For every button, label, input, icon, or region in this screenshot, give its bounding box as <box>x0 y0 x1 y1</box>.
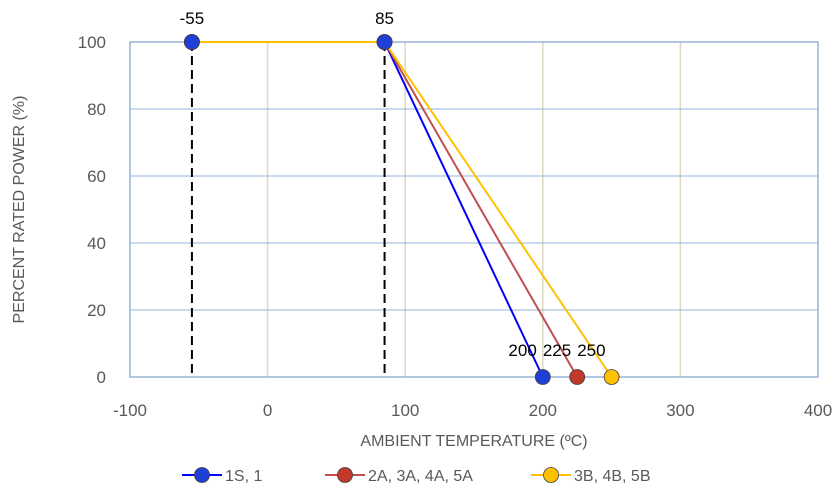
data-annotations: -55 85 200 225 250 <box>180 9 606 360</box>
x-axis-title: AMBIENT TEMPERATURE (ºC) <box>360 433 587 450</box>
data-label: -55 <box>180 9 205 28</box>
series-markers <box>184 34 620 385</box>
legend-label: 2A, 3A, 4A, 5A <box>368 468 473 485</box>
legend-swatch-marker <box>543 467 559 483</box>
y-tick-label: 60 <box>87 167 106 186</box>
x-tick-label: 100 <box>391 401 419 420</box>
reference-lines <box>190 42 386 377</box>
gridlines <box>130 42 818 377</box>
legend-swatch-marker <box>337 467 353 483</box>
x-axis-tick-labels: -100 0 100 200 300 400 <box>113 401 832 420</box>
data-point <box>184 34 200 50</box>
data-point <box>603 369 620 385</box>
data-label: 250 <box>577 341 605 360</box>
x-tick-label: 300 <box>666 401 694 420</box>
y-tick-label: 100 <box>78 33 106 52</box>
legend-swatch-marker <box>194 467 210 483</box>
x-tick-label: 200 <box>529 401 557 420</box>
data-point <box>534 369 551 385</box>
x-tick-label: 400 <box>804 401 832 420</box>
x-tick-label: -100 <box>113 401 147 420</box>
y-axis-tick-labels: 0 20 40 60 80 100 <box>78 33 106 387</box>
plot-area-border <box>129 41 819 378</box>
y-axis-title: PERCENT RATED POWER (%) <box>11 96 28 324</box>
data-point <box>376 34 393 50</box>
y-tick-label: 80 <box>87 100 106 119</box>
data-point <box>569 369 586 385</box>
y-tick-label: 20 <box>87 301 106 320</box>
data-label: 200 <box>508 341 536 360</box>
y-tick-label: 40 <box>87 234 106 253</box>
legend: 1S, 1 2A, 3A, 4A, 5A 3B, 4B, 5B <box>182 467 651 485</box>
series-lines <box>191 41 613 378</box>
legend-label: 3B, 4B, 5B <box>574 468 651 485</box>
data-label: 85 <box>375 9 394 28</box>
data-label: 225 <box>543 341 571 360</box>
legend-label: 1S, 1 <box>225 468 262 485</box>
series-line <box>191 41 544 378</box>
y-tick-label: 0 <box>97 368 106 387</box>
x-tick-label: 0 <box>263 401 272 420</box>
